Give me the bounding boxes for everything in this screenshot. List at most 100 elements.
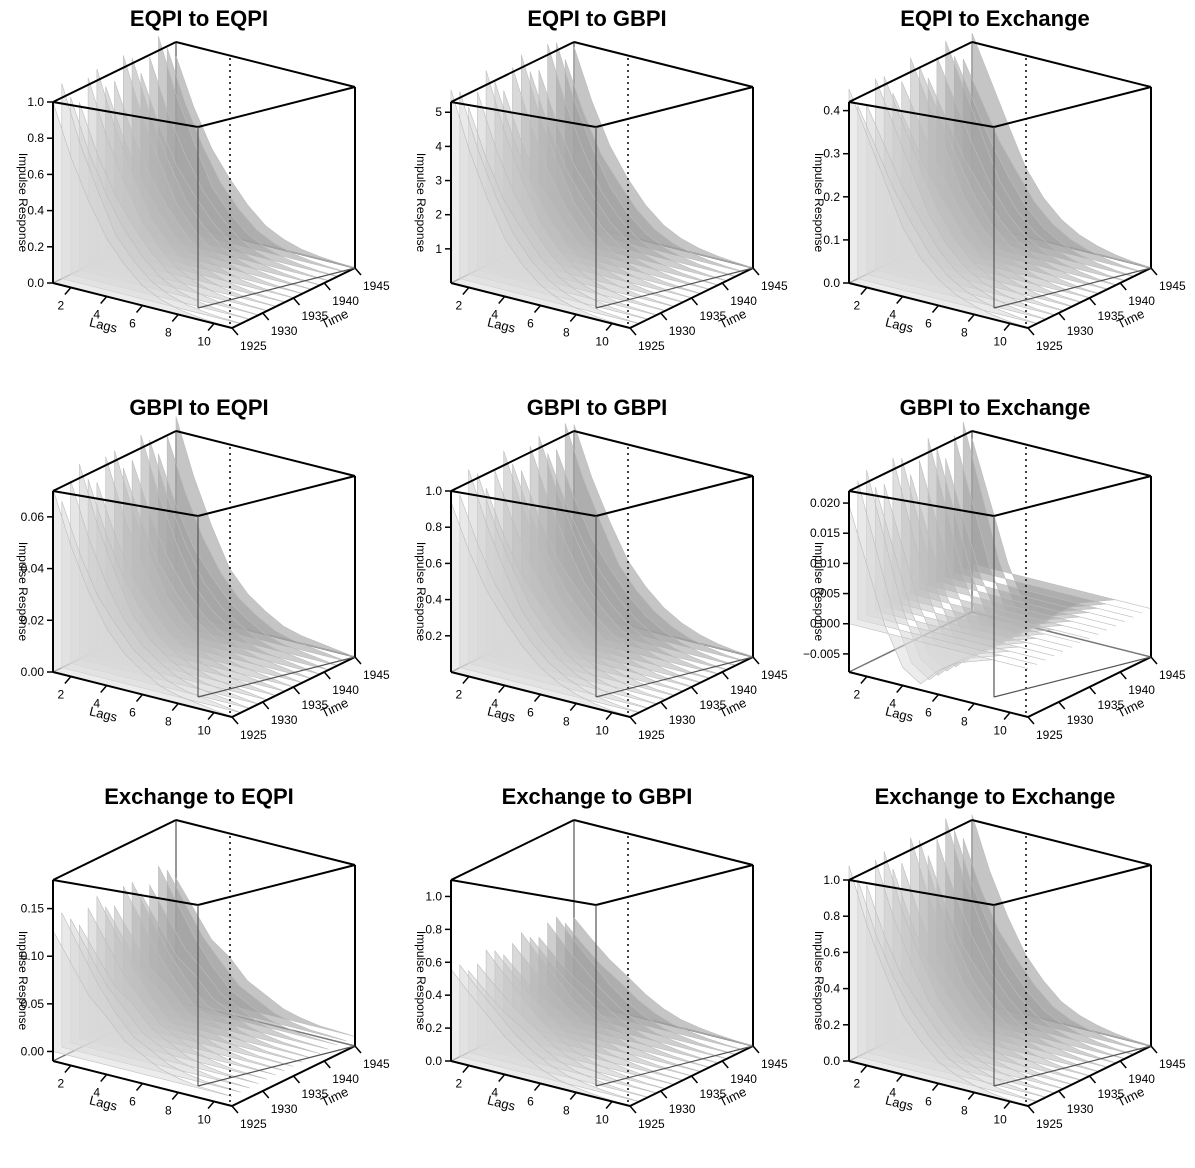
x-tick-label: 10 bbox=[595, 335, 609, 349]
x-tick-label: 10 bbox=[993, 1113, 1007, 1127]
y-tick-label: 1945 bbox=[761, 1057, 788, 1071]
z-axis-label: Impulse Response bbox=[16, 931, 30, 1031]
x-tick-label: 8 bbox=[961, 715, 968, 729]
x-axis-label: Lags bbox=[88, 314, 119, 335]
y-tick bbox=[1058, 1090, 1066, 1099]
x-tick bbox=[533, 694, 542, 702]
z-tick-label: 0.010 bbox=[810, 556, 840, 570]
x-tick bbox=[462, 287, 470, 295]
x-tick bbox=[931, 694, 940, 702]
x-tick bbox=[498, 1074, 506, 1082]
x-tick-label: 6 bbox=[925, 1095, 932, 1109]
y-tick-label: 1935 bbox=[302, 1087, 329, 1101]
z-tick-label: 0.020 bbox=[810, 496, 840, 510]
x-tick bbox=[860, 1065, 868, 1073]
chart-title: GBPI to GBPI bbox=[526, 395, 668, 420]
box-edge bbox=[52, 819, 177, 881]
box-inner-edge bbox=[595, 1045, 754, 1087]
box-edge bbox=[993, 864, 1152, 906]
z-tick-label: 0.8 bbox=[425, 520, 442, 534]
y-tick-label: 1930 bbox=[271, 1102, 298, 1116]
x-tick bbox=[171, 314, 179, 322]
y-tick bbox=[323, 282, 331, 291]
surface-plot: 1 2 3 4 5 Impulse Response 2 4 6 8 10 Lags 1925 1930 1… bbox=[414, 41, 788, 353]
z-axis-label: Impulse Response bbox=[16, 153, 30, 253]
y-tick bbox=[690, 297, 699, 306]
x-tick bbox=[860, 287, 868, 295]
x-tick-label: 8 bbox=[563, 1104, 570, 1118]
x-tick bbox=[860, 676, 868, 684]
x-axis-label: Lags bbox=[88, 1092, 119, 1113]
chart-panel: EQPI to GBPI 1 2 3 4 5 Impulse Response 2 4 6 8 10 L… bbox=[398, 0, 796, 389]
surface-plot: 0.0 0.2 0.4 0.6 0.8 1.0 Impulse Response 2 4 6 8 10… bbox=[812, 814, 1186, 1131]
x-tick bbox=[569, 314, 577, 322]
chart-title: EQPI to GBPI bbox=[527, 6, 667, 31]
x-tick-label: 4 bbox=[93, 308, 100, 322]
x-tick-label: 2 bbox=[58, 299, 65, 313]
chart-panel: GBPI to Exchange −0.005 0.000 0.005 0.010 0.0… bbox=[796, 389, 1194, 778]
y-tick bbox=[231, 716, 239, 725]
box-edge bbox=[52, 101, 199, 128]
z-tick-label: 0.1 bbox=[823, 233, 840, 247]
y-tick-label: 1940 bbox=[332, 294, 359, 308]
box-inner-edge bbox=[595, 656, 754, 698]
x-axis-label: Lags bbox=[88, 703, 119, 724]
z-tick-label: 0.005 bbox=[810, 587, 840, 601]
y-tick-label: 1945 bbox=[761, 279, 788, 293]
z-tick-label: 0.6 bbox=[425, 556, 442, 570]
x-tick-label: 8 bbox=[563, 326, 570, 340]
box-edge bbox=[450, 879, 597, 906]
z-tick-label: 0.04 bbox=[21, 562, 45, 576]
x-tick-label: 6 bbox=[129, 317, 136, 331]
x-tick-label: 4 bbox=[491, 1086, 498, 1100]
box-edge bbox=[595, 475, 754, 517]
y-tick-label: 1940 bbox=[1128, 294, 1155, 308]
box-edge bbox=[450, 101, 597, 128]
z-tick-label: 0.2 bbox=[823, 190, 840, 204]
y-tick-label: 1940 bbox=[1128, 683, 1155, 697]
box-edge bbox=[848, 490, 995, 517]
x-tick-label: 10 bbox=[595, 724, 609, 738]
box-edge bbox=[848, 819, 973, 881]
x-tick bbox=[462, 1065, 470, 1073]
chart-title: Exchange to Exchange bbox=[874, 784, 1116, 809]
y-tick bbox=[629, 327, 637, 336]
z-tick-label: 0.4 bbox=[823, 104, 840, 118]
x-tick-label: 6 bbox=[527, 1095, 534, 1109]
x-tick-label: 10 bbox=[993, 724, 1007, 738]
z-tick-label: 0.15 bbox=[21, 902, 45, 916]
x-tick bbox=[498, 296, 506, 304]
box-edge bbox=[595, 864, 754, 906]
y-tick-label: 1925 bbox=[638, 339, 665, 353]
x-tick bbox=[100, 296, 108, 304]
box-edge bbox=[971, 819, 1152, 866]
x-tick-label: 2 bbox=[456, 1077, 463, 1091]
box-edge bbox=[971, 41, 1152, 88]
y-tick-label: 1940 bbox=[730, 294, 757, 308]
y-tick-label: 1925 bbox=[240, 339, 267, 353]
x-tick-label: 8 bbox=[165, 715, 172, 729]
y-tick bbox=[292, 1075, 301, 1084]
x-tick bbox=[569, 703, 577, 711]
z-tick-label: 0.0 bbox=[823, 276, 840, 290]
y-tick bbox=[262, 312, 270, 321]
y-tick-label: 1925 bbox=[1036, 1117, 1063, 1131]
box-edge bbox=[175, 819, 356, 866]
y-tick-label: 1940 bbox=[730, 1072, 757, 1086]
x-axis-label: Lags bbox=[486, 703, 517, 724]
z-tick-label: 2 bbox=[435, 208, 442, 222]
x-tick-label: 8 bbox=[165, 326, 172, 340]
x-tick-label: 2 bbox=[456, 299, 463, 313]
z-tick-label: 0.2 bbox=[27, 240, 44, 254]
y-tick bbox=[690, 686, 699, 695]
chart-panel: EQPI to EQPI 0.0 0.2 0.4 0.6 0.8 1.0 Impulse Re… bbox=[0, 0, 398, 389]
y-tick bbox=[752, 267, 760, 276]
x-tick-label: 8 bbox=[961, 1104, 968, 1118]
x-tick-label: 8 bbox=[961, 326, 968, 340]
y-tick bbox=[262, 701, 270, 710]
z-tick-label: 0.015 bbox=[810, 526, 840, 540]
y-tick bbox=[1058, 312, 1066, 321]
y-tick-label: 1935 bbox=[700, 1087, 727, 1101]
y-tick-label: 1945 bbox=[1159, 1057, 1186, 1071]
z-tick-label: 0.0 bbox=[823, 1054, 840, 1068]
